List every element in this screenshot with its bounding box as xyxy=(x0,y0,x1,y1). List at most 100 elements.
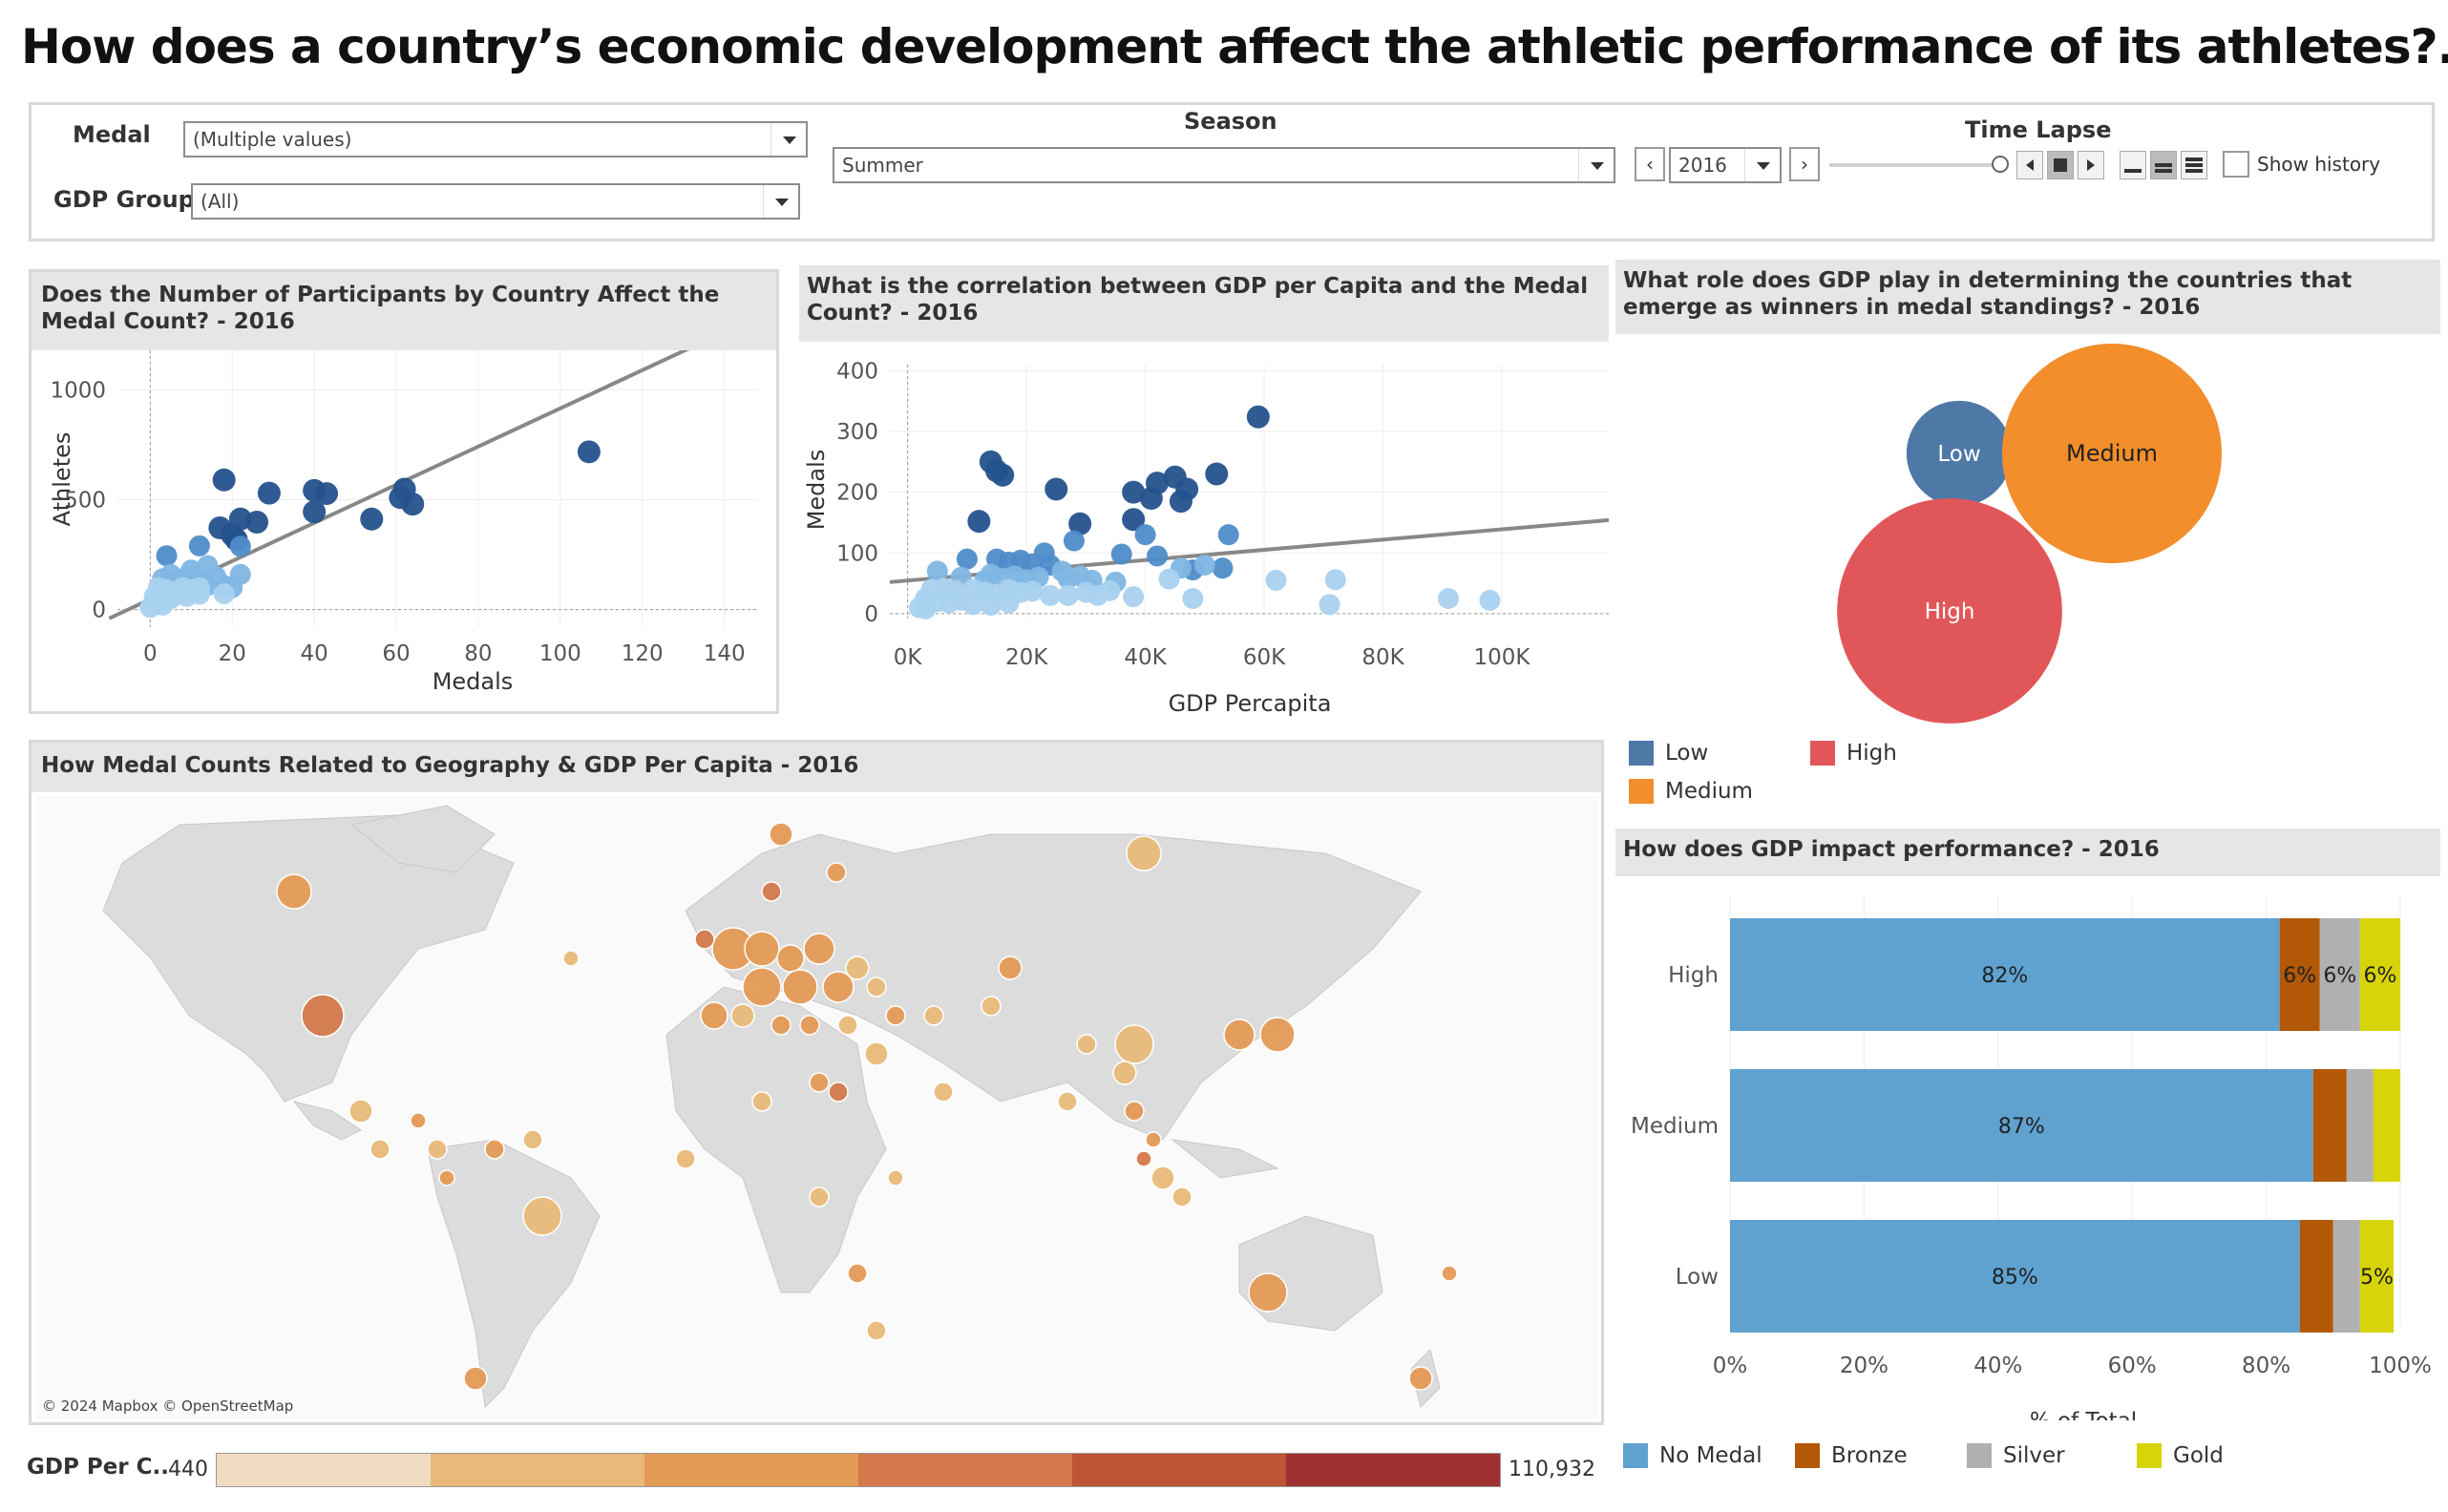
data-point xyxy=(577,440,601,464)
x-tick-label: 100K xyxy=(1473,645,1530,670)
country-marker xyxy=(1112,1060,1137,1085)
x-tick-label: 80K xyxy=(1361,645,1404,670)
bubble-high xyxy=(1837,498,2062,724)
speed-medium-button[interactable] xyxy=(2150,151,2177,179)
data-point xyxy=(401,493,425,516)
country-marker xyxy=(1408,1366,1433,1391)
chevron-down-icon[interactable] xyxy=(1578,149,1614,181)
stop-icon xyxy=(2054,158,2067,172)
gdp-legend-label: GDP Per C.. xyxy=(27,1455,169,1480)
country-marker xyxy=(1114,1024,1154,1064)
bar-segment-gold xyxy=(2359,918,2400,1031)
legend-swatch-bronze xyxy=(1795,1443,1820,1468)
country-marker xyxy=(522,1129,543,1150)
x-tick-label: 0% xyxy=(1713,1354,1748,1378)
country-marker xyxy=(410,1112,427,1129)
data-point xyxy=(967,510,991,534)
chevron-down-icon[interactable] xyxy=(1744,149,1780,181)
country-marker xyxy=(742,967,782,1007)
season-filter-label: Season xyxy=(1184,108,1277,135)
season-filter-dropdown[interactable]: Summer xyxy=(833,147,1615,183)
data-point xyxy=(1134,524,1156,546)
speed-fast-button[interactable] xyxy=(2181,151,2207,179)
country-marker xyxy=(348,1099,373,1124)
data-point xyxy=(1045,477,1068,501)
x-tick-label: 0 xyxy=(143,641,158,666)
x-tick-label: 80% xyxy=(2242,1354,2290,1378)
next-year-button[interactable]: › xyxy=(1789,147,1820,181)
data-point xyxy=(212,468,236,492)
x-tick-label: 80 xyxy=(464,641,492,666)
bubble-label: Medium xyxy=(2066,440,2158,467)
gdp-group-legend: Low High Medium xyxy=(1629,741,2393,817)
bubble-low xyxy=(1906,400,2013,507)
country-marker xyxy=(998,956,1023,980)
country-marker xyxy=(484,1139,505,1160)
legend-label-bronze: Bronze xyxy=(1831,1443,1908,1468)
chevron-down-icon[interactable] xyxy=(770,123,806,156)
country-marker xyxy=(369,1139,390,1160)
play-forward-button[interactable] xyxy=(2078,151,2104,179)
year-dropdown[interactable]: 2016 xyxy=(1669,147,1782,183)
play-backward-icon xyxy=(2026,159,2034,171)
data-point xyxy=(1122,508,1146,532)
y-tick-label: 500 xyxy=(64,489,106,514)
country-marker xyxy=(427,1139,448,1160)
data-point xyxy=(1040,584,1062,606)
country-marker xyxy=(826,862,847,883)
y-tick-label: 0 xyxy=(864,602,878,627)
country-marker xyxy=(1441,1265,1458,1282)
bar-segment-gold xyxy=(2359,1220,2394,1333)
gdp-ramp-step xyxy=(217,1454,431,1486)
gdp-ramp-step xyxy=(1286,1454,1500,1486)
data-point xyxy=(1169,490,1192,514)
medal-filter-dropdown[interactable]: (Multiple values) xyxy=(183,121,808,158)
legend-label-high: High xyxy=(1847,741,1897,766)
data-point xyxy=(1217,524,1239,546)
show-history-checkbox[interactable] xyxy=(2223,151,2249,178)
participants-panel-title: Does the Number of Participants by Count… xyxy=(32,272,776,350)
data-point xyxy=(915,598,937,620)
gdp-ramp-step xyxy=(858,1454,1072,1486)
data-label: 6% xyxy=(2323,964,2356,988)
data-point xyxy=(1324,569,1346,591)
gdp-legend-max: 110,932 xyxy=(1509,1458,1595,1481)
time-slider-handle[interactable] xyxy=(1992,156,2009,173)
x-tick-label: 140 xyxy=(704,641,746,666)
country-marker xyxy=(522,1196,562,1236)
data-point xyxy=(1147,545,1169,567)
x-tick-label: 40% xyxy=(1973,1354,2022,1378)
gdp-color-ramp xyxy=(216,1453,1501,1487)
data-point xyxy=(1099,579,1121,601)
country-marker xyxy=(809,1186,830,1208)
data-point xyxy=(926,560,948,582)
play-backward-button[interactable] xyxy=(2016,151,2043,179)
data-point xyxy=(156,545,178,567)
medal-filter-label: Medal xyxy=(73,121,151,148)
country-marker xyxy=(776,944,805,973)
filter-bar xyxy=(29,102,2435,242)
data-label: 6% xyxy=(2363,964,2396,988)
medal-type-legend: No Medal Bronze Silver Gold xyxy=(1623,1443,2435,1481)
chevron-down-icon[interactable] xyxy=(763,185,798,218)
time-slider-track[interactable] xyxy=(1829,163,2001,167)
gdp-group-filter-dropdown[interactable]: (All) xyxy=(191,183,800,220)
country-marker xyxy=(675,1148,696,1169)
category-label: High xyxy=(1668,963,1719,988)
data-point xyxy=(315,482,339,506)
speed-slow-button[interactable] xyxy=(2120,151,2146,179)
bar-segment-no-medal xyxy=(1730,1069,2313,1182)
bar-segment-no-medal xyxy=(1730,918,2280,1031)
country-marker xyxy=(1171,1186,1192,1208)
world-map[interactable]: © 2024 Mapbox © OpenStreetMap xyxy=(36,796,1598,1420)
gdp-ramp-step xyxy=(1072,1454,1286,1486)
medal-filter-value: (Multiple values) xyxy=(193,128,352,151)
previous-year-button[interactable]: ‹ xyxy=(1635,147,1665,181)
data-point xyxy=(147,588,169,610)
participants-scatter-chart: 0 20 40 60 80 100 120 140 0 500 1000 Medals Athlet… xyxy=(49,350,757,695)
country-marker xyxy=(700,1001,728,1030)
country-marker xyxy=(837,1015,858,1036)
time-lapse-label: Time Lapse xyxy=(1965,116,2112,143)
data-point xyxy=(1182,588,1204,609)
stop-button[interactable] xyxy=(2047,151,2074,179)
